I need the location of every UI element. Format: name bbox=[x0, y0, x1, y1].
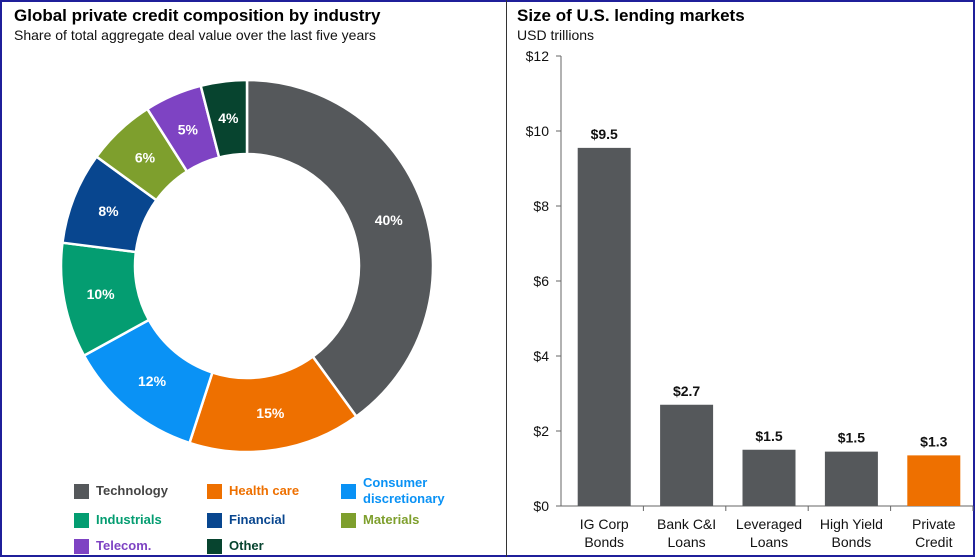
y-tick-label: $10 bbox=[526, 123, 550, 139]
donut-slice-label: 5% bbox=[178, 121, 199, 137]
y-tick-label: $8 bbox=[533, 198, 549, 214]
legend-swatch bbox=[207, 513, 222, 528]
legend-swatch bbox=[341, 484, 356, 499]
y-tick-label: $0 bbox=[533, 498, 549, 514]
donut-slice-label: 10% bbox=[87, 286, 116, 302]
legend-item-technology: Technology bbox=[74, 483, 168, 499]
donut-slice-other bbox=[199, 78, 249, 160]
bar-chart: $0 $2 $4 $6 $8 $10 $12 $9.5 IG Corp Bonds $2.7 Bank… bbox=[526, 48, 974, 550]
bar-bank-c-i-loans bbox=[660, 404, 714, 506]
x-category-label: Leveraged Loans bbox=[736, 516, 802, 550]
donut-chart-subtitle: Share of total aggregate deal value over… bbox=[14, 27, 376, 43]
bar-ig-corp-bonds bbox=[577, 147, 631, 506]
legend-item-telecom: Telecom. bbox=[74, 538, 151, 554]
bar-value-label: $9.5 bbox=[591, 126, 618, 142]
legend-item-consumer-discretionary: Consumer discretionary bbox=[341, 475, 445, 507]
legend-item-financial: Financial bbox=[207, 512, 285, 528]
legend-swatch bbox=[341, 513, 356, 528]
legend-label: Consumer discretionary bbox=[363, 475, 445, 506]
donut-slice-label: 40% bbox=[375, 212, 404, 228]
legend-label: Financial bbox=[229, 512, 286, 527]
legend-label: Health care bbox=[229, 483, 300, 498]
donut-slice-label: 6% bbox=[135, 149, 156, 165]
donut-slice-label: 12% bbox=[138, 373, 167, 389]
y-tick-label: $12 bbox=[526, 48, 550, 64]
donut-slice-technology bbox=[245, 78, 435, 419]
legend-item-industrials: Industrials bbox=[74, 512, 162, 528]
donut-slice-label: 15% bbox=[256, 405, 285, 421]
legend-swatch bbox=[74, 513, 89, 528]
donut-chart-title: Global private credit composition by ind… bbox=[14, 6, 381, 25]
bar-chart-title: Size of U.S. lending markets bbox=[517, 6, 745, 25]
x-category-label: Private Credit bbox=[912, 516, 956, 550]
bar-high-yield-bonds bbox=[824, 451, 878, 506]
legend-swatch bbox=[207, 484, 222, 499]
donut-slice-label: 8% bbox=[98, 203, 119, 219]
legend-label: Telecom. bbox=[96, 538, 152, 553]
legend-label: Other bbox=[229, 538, 264, 553]
x-category-label: High Yield Bonds bbox=[820, 516, 883, 550]
bar-value-label: $1.3 bbox=[920, 433, 947, 449]
legend-label: Materials bbox=[363, 512, 420, 527]
y-tick-label: $6 bbox=[533, 273, 549, 289]
bar-value-label: $1.5 bbox=[838, 430, 865, 446]
bar-chart-subtitle: USD trillions bbox=[517, 27, 595, 43]
legend-item-other: Other bbox=[207, 538, 264, 554]
legend-label: Technology bbox=[96, 483, 168, 498]
legend-swatch bbox=[74, 484, 89, 499]
legend-label: Industrials bbox=[96, 512, 162, 527]
x-category-label: Bank C&I Loans bbox=[657, 516, 716, 550]
legend-swatch bbox=[207, 539, 222, 554]
bar-private-credit bbox=[907, 455, 961, 506]
bar-value-label: $2.7 bbox=[673, 383, 700, 399]
legend-item-health-care: Health care bbox=[207, 483, 299, 499]
donut-legend: Technology Health care Consumer discretion… bbox=[74, 475, 494, 555]
panel-divider bbox=[506, 0, 507, 557]
donut-slice-label: 4% bbox=[218, 110, 239, 126]
legend-swatch bbox=[74, 539, 89, 554]
y-tick-label: $4 bbox=[533, 348, 549, 364]
donut-chart: 40% 15% 12% 10% 8% 6% 5% 4% bbox=[59, 78, 435, 454]
legend-item-materials: Materials bbox=[341, 512, 419, 528]
y-tick-label: $2 bbox=[533, 423, 549, 439]
bar-value-label: $1.5 bbox=[755, 428, 782, 444]
bar-leveraged-loans bbox=[742, 449, 796, 506]
x-category-label: IG Corp Bonds bbox=[580, 516, 629, 550]
